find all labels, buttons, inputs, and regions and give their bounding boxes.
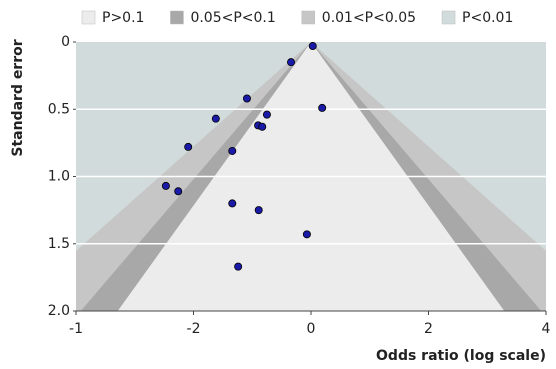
point	[184, 142, 193, 151]
legend-label: P<0.01	[462, 10, 513, 26]
x-tick-label: 0	[307, 321, 316, 337]
x-axis-label: Odds ratio (log scale)	[376, 348, 546, 364]
legend-swatch	[441, 10, 456, 25]
x-tick-label: 2	[424, 321, 433, 337]
point	[302, 230, 311, 239]
legend-label: P>0.1	[102, 10, 144, 26]
legend-label: 0.05<P<0.1	[190, 10, 275, 26]
point	[174, 187, 183, 196]
y-tick-label: 1.5	[48, 236, 70, 252]
point	[234, 262, 243, 271]
y-tick-label: 0	[61, 34, 70, 50]
x-tick-label: -1	[69, 321, 83, 337]
legend-swatch	[81, 10, 96, 25]
point	[318, 103, 327, 112]
y-tick-label: 2.0	[48, 303, 70, 319]
point	[228, 146, 237, 155]
y-axis-label: Standard error	[10, 39, 26, 156]
point	[161, 181, 170, 190]
point	[262, 110, 271, 119]
y-tick-label: 1.0	[48, 169, 70, 185]
point	[254, 206, 263, 215]
legend-swatch	[170, 10, 184, 25]
point	[308, 42, 317, 51]
point	[287, 58, 296, 67]
point	[242, 94, 251, 103]
legend-label: 0.01<P<0.05	[322, 10, 416, 26]
y-tick-label: 0.5	[48, 101, 70, 117]
legend-swatch	[301, 10, 316, 25]
x-tick-label: -2	[187, 321, 201, 337]
point	[211, 114, 220, 123]
x-tick-label: 4	[542, 321, 551, 337]
point	[258, 122, 267, 131]
point	[228, 199, 237, 208]
